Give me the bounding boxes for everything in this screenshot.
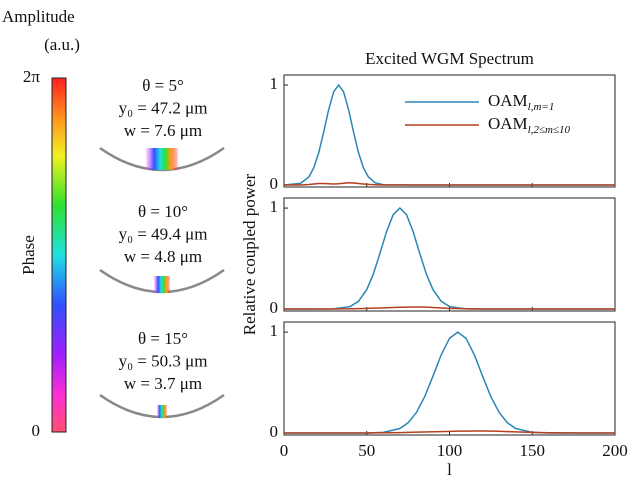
x-tick-label: 100 [437, 441, 463, 460]
x-axis-label: l [447, 460, 452, 479]
y-axis-label: Relative coupled power [240, 173, 259, 335]
annotation-theta: θ = 10° [138, 202, 188, 221]
series-line [284, 182, 615, 186]
y-tick-label: 0 [270, 422, 279, 441]
legend-label: OAMl,m=1 [488, 91, 554, 113]
series-line [284, 207, 615, 310]
colorbar-title: (a.u.) [44, 35, 80, 54]
annotation-theta: θ = 15° [138, 329, 188, 348]
colorbar [51, 77, 67, 433]
beam-spot [157, 405, 167, 418]
legend-label: OAMl,2≤m≤10 [488, 114, 570, 136]
y-tick-label: 0 [270, 298, 279, 317]
series-line [284, 306, 615, 310]
y-tick-label: 1 [270, 321, 279, 340]
colorbar-tick-label: 2π [23, 67, 41, 86]
legend-subscript: l,m=1 [528, 101, 555, 113]
colorbar-title: Amplitude [2, 7, 75, 26]
colorbar-tick-label: 0 [32, 421, 41, 440]
legend-subscript: l,2≤m≤10 [528, 124, 571, 136]
annotation-w: w = 4.8 μm [124, 247, 202, 266]
beam-spot [154, 276, 170, 293]
y-tick-label: 1 [270, 74, 279, 93]
y-tick-label: 1 [270, 197, 279, 216]
legend-name: OAM [488, 114, 528, 133]
annotation-y0: y₀ = 47.2 μm [119, 98, 208, 117]
series-line [284, 331, 615, 434]
annotation-y0: y₀ = 50.3 μm [119, 351, 208, 370]
x-tick-label: 150 [520, 441, 546, 460]
legend-name: OAM [488, 91, 528, 110]
annotation-w: w = 3.7 μm [124, 374, 202, 393]
y-tick-label: 0 [270, 174, 279, 193]
series-line [284, 430, 615, 434]
beam-spot [146, 148, 178, 170]
annotation-w: w = 7.6 μm [124, 121, 202, 140]
chart-title: Excited WGM Spectrum [365, 49, 534, 68]
colorbar-label: Phase [19, 235, 38, 275]
x-tick-label: 50 [358, 441, 375, 460]
annotation-y0: y₀ = 49.4 μm [119, 224, 208, 243]
x-tick-label: 0 [280, 441, 289, 460]
axes-box [283, 197, 616, 312]
x-tick-label: 200 [602, 441, 628, 460]
annotation-theta: θ = 5° [142, 76, 184, 95]
